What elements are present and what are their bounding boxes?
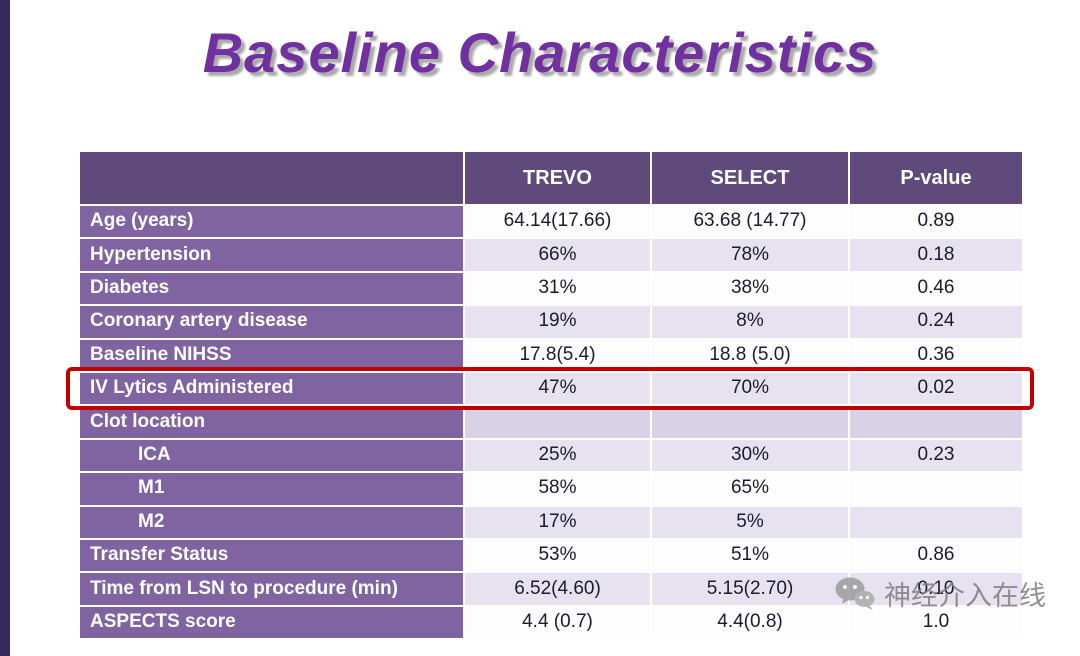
row-label: Diabetes xyxy=(78,270,465,307)
pvalue-value: 0.86 xyxy=(848,537,1024,574)
row-label: ICA xyxy=(78,437,465,474)
table-row: Clot location xyxy=(78,404,1024,440)
table-row: ASPECTS score 4.4 (0.7) 4.4(0.8) 1.0 xyxy=(78,604,1024,641)
select-value: 78% xyxy=(650,237,850,273)
table-row: M2 17% 5% xyxy=(78,504,1024,540)
pvalue-value: 0.46 xyxy=(848,270,1024,307)
table-row: IV Lytics Administered 47% 70% 0.02 xyxy=(78,370,1024,407)
trevo-value xyxy=(463,404,652,440)
select-value: 65% xyxy=(650,471,850,507)
wechat-icon xyxy=(834,576,876,612)
pvalue-value xyxy=(848,404,1024,440)
table-row: ICA 25% 30% 0.23 xyxy=(78,437,1024,474)
pvalue-value: 0.23 xyxy=(848,437,1024,474)
select-value: 8% xyxy=(650,304,850,340)
trevo-value: 6.52(4.60) xyxy=(463,571,652,607)
select-value: 4.4(0.8) xyxy=(650,604,850,641)
trevo-value: 25% xyxy=(463,437,652,474)
pvalue-value xyxy=(848,471,1024,507)
row-label: Hypertension xyxy=(78,237,465,273)
table-row: Hypertension 66% 78% 0.18 xyxy=(78,237,1024,273)
row-label: Clot location xyxy=(78,404,465,440)
row-label: Time from LSN to procedure (min) xyxy=(78,571,465,607)
row-label: M1 xyxy=(78,471,465,507)
table-body: Age (years) 64.14(17.66) 63.68 (14.77) 0… xyxy=(78,203,1024,641)
trevo-value: 53% xyxy=(463,537,652,574)
watermark-text: 神经介入在线 xyxy=(884,581,1046,611)
trevo-value: 19% xyxy=(463,304,652,340)
select-value: 30% xyxy=(650,437,850,474)
select-value: 63.68 (14.77) xyxy=(650,203,850,240)
trevo-value: 17% xyxy=(463,504,652,540)
table-row: Diabetes 31% 38% 0.46 xyxy=(78,270,1024,307)
trevo-value: 17.8(5.4) xyxy=(463,337,652,373)
pvalue-value: 0.10 xyxy=(848,571,1024,607)
table-row: Coronary artery disease 19% 8% 0.24 xyxy=(78,304,1024,340)
table-row: Baseline NIHSS 17.8(5.4) 18.8 (5.0) 0.36 xyxy=(78,337,1024,373)
select-value: 38% xyxy=(650,270,850,307)
table-row: Time from LSN to procedure (min) 6.52(4.… xyxy=(78,571,1024,607)
select-value xyxy=(650,404,850,440)
row-label: ASPECTS score xyxy=(78,604,465,641)
page-title: Baseline Characteristics xyxy=(202,21,878,84)
header-empty-cell xyxy=(78,150,465,206)
row-label: Age (years) xyxy=(78,203,465,240)
trevo-value: 31% xyxy=(463,270,652,307)
left-accent-bar xyxy=(0,0,10,656)
row-label: M2 xyxy=(78,504,465,540)
trevo-value: 66% xyxy=(463,237,652,273)
table-row: M1 58% 65% xyxy=(78,471,1024,507)
table-row: Age (years) 64.14(17.66) 63.68 (14.77) 0… xyxy=(78,203,1024,240)
pvalue-value: 0.36 xyxy=(848,337,1024,373)
pvalue-value xyxy=(848,504,1024,540)
watermark: 神经介入在线 xyxy=(834,574,1046,613)
baseline-characteristics-table: TREVO SELECT P-value Age (years) 64.14(1… xyxy=(78,150,1024,641)
trevo-value: 64.14(17.66) xyxy=(463,203,652,240)
select-value: 5% xyxy=(650,504,850,540)
pvalue-value: 0.24 xyxy=(848,304,1024,340)
select-value: 51% xyxy=(650,537,850,574)
select-value: 18.8 (5.0) xyxy=(650,337,850,373)
pvalue-value: 1.0 xyxy=(848,604,1024,641)
row-label: Transfer Status xyxy=(78,537,465,574)
row-label: IV Lytics Administered xyxy=(78,370,465,407)
trevo-value: 47% xyxy=(463,370,652,407)
trevo-value: 58% xyxy=(463,471,652,507)
pvalue-value: 0.02 xyxy=(848,370,1024,407)
row-label: Baseline NIHSS xyxy=(78,337,465,373)
header-select: SELECT xyxy=(650,150,850,206)
header-pvalue: P-value xyxy=(848,150,1024,206)
header-trevo: TREVO xyxy=(463,150,652,206)
trevo-value: 4.4 (0.7) xyxy=(463,604,652,641)
table-row: Transfer Status 53% 51% 0.86 xyxy=(78,537,1024,574)
row-label: Coronary artery disease xyxy=(78,304,465,340)
table-header-row: TREVO SELECT P-value xyxy=(78,150,1024,206)
pvalue-value: 0.18 xyxy=(848,237,1024,273)
select-value: 70% xyxy=(650,370,850,407)
select-value: 5.15(2.70) xyxy=(650,571,850,607)
pvalue-value: 0.89 xyxy=(848,203,1024,240)
